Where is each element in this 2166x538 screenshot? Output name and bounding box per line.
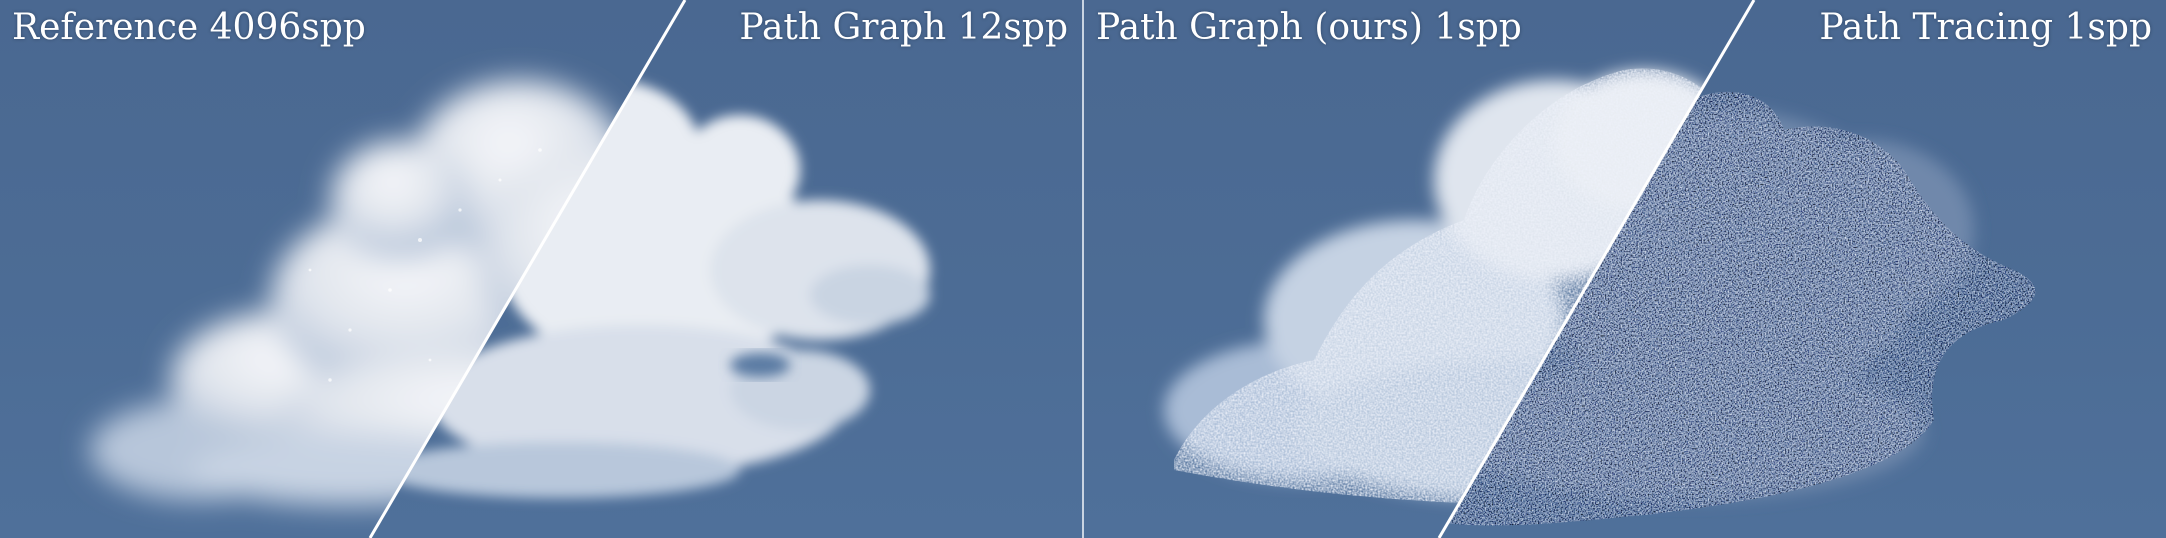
label-path-graph-ours-1spp: Path Graph (ours) 1spp xyxy=(1096,7,1522,48)
cloud-render-left xyxy=(90,0,930,538)
cloud-render-right xyxy=(1164,0,2036,538)
label-path-graph-12spp: Path Graph 12spp xyxy=(739,7,1068,48)
diagonal-divider-right xyxy=(1437,0,1756,538)
panel-separator xyxy=(1082,0,1084,538)
diagonal-divider-left xyxy=(368,0,687,538)
panel-pathgraph1-vs-pathtracing1: Path Graph (ours) 1spp Path Tracing 1spp xyxy=(1084,0,2166,538)
label-reference: Reference 4096spp xyxy=(12,7,366,48)
label-path-tracing-1spp: Path Tracing 1spp xyxy=(1819,7,2152,48)
panel-reference-vs-pathgraph12: Reference 4096spp Path Graph 12spp xyxy=(0,0,1082,538)
